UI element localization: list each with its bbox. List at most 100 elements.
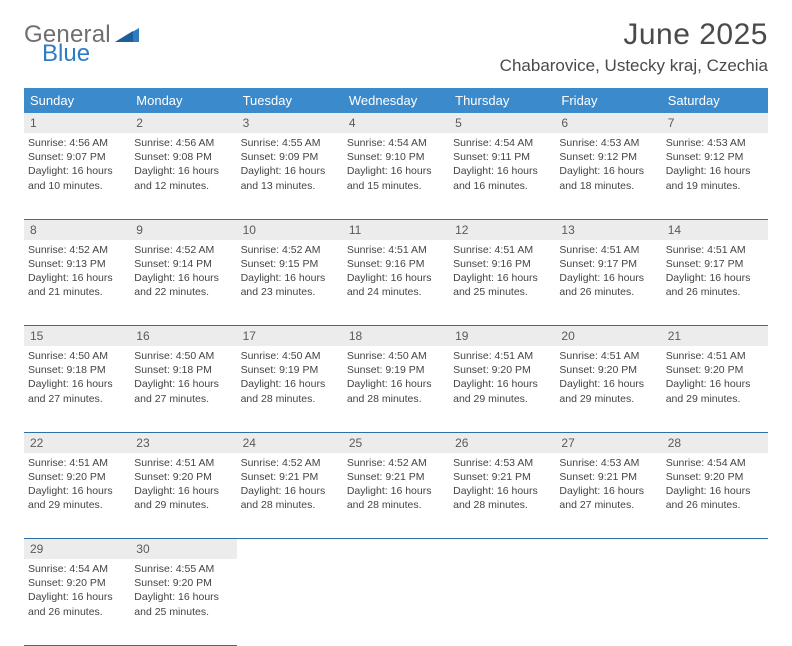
day-number-cell: 18 (343, 326, 449, 347)
day-detail-cell: Sunrise: 4:52 AMSunset: 9:15 PMDaylight:… (237, 240, 343, 326)
daylight-label: Daylight: 16 hours and 25 minutes. (134, 590, 232, 618)
weekday-header: Sunday (24, 88, 130, 113)
sunset-label: Sunset: 9:11 PM (453, 150, 551, 164)
day-detail-cell: Sunrise: 4:52 AMSunset: 9:21 PMDaylight:… (237, 453, 343, 539)
week-detail-row: Sunrise: 4:50 AMSunset: 9:18 PMDaylight:… (24, 346, 768, 432)
calendar-table: Sunday Monday Tuesday Wednesday Thursday… (24, 88, 768, 646)
sunrise-label: Sunrise: 4:51 AM (559, 243, 657, 257)
day-number-cell: 17 (237, 326, 343, 347)
day-detail: Sunrise: 4:51 AMSunset: 9:20 PMDaylight:… (28, 456, 126, 513)
day-number-cell: 22 (24, 432, 130, 453)
sunrise-label: Sunrise: 4:51 AM (347, 243, 445, 257)
weekday-header: Tuesday (237, 88, 343, 113)
day-number: 9 (136, 223, 143, 237)
day-number: 21 (668, 329, 681, 343)
day-number-cell: 8 (24, 219, 130, 240)
day-detail-cell: Sunrise: 4:51 AMSunset: 9:20 PMDaylight:… (662, 346, 768, 432)
brand-part2: Blue (42, 43, 139, 66)
day-number: 1 (30, 116, 37, 130)
daynum-row: 891011121314 (24, 219, 768, 240)
page-header: General Blue June 2025 Chabarovice, Uste… (24, 18, 768, 76)
day-number-cell: 15 (24, 326, 130, 347)
sunrise-label: Sunrise: 4:54 AM (28, 562, 126, 576)
day-detail-cell: Sunrise: 4:50 AMSunset: 9:19 PMDaylight:… (237, 346, 343, 432)
day-number-cell: 1 (24, 113, 130, 133)
day-number: 20 (561, 329, 574, 343)
title-block: June 2025 Chabarovice, Ustecky kraj, Cze… (500, 18, 768, 76)
day-detail-cell: Sunrise: 4:53 AMSunset: 9:12 PMDaylight:… (555, 133, 661, 219)
day-detail-cell: Sunrise: 4:53 AMSunset: 9:12 PMDaylight:… (662, 133, 768, 219)
sunrise-label: Sunrise: 4:51 AM (453, 349, 551, 363)
day-number-cell: 16 (130, 326, 236, 347)
day-number: 22 (30, 436, 43, 450)
sunrise-label: Sunrise: 4:51 AM (559, 349, 657, 363)
month-title: June 2025 (500, 18, 768, 52)
sunset-label: Sunset: 9:20 PM (134, 576, 232, 590)
sunset-label: Sunset: 9:18 PM (134, 363, 232, 377)
sunrise-label: Sunrise: 4:50 AM (347, 349, 445, 363)
sunrise-label: Sunrise: 4:53 AM (559, 456, 657, 470)
daylight-label: Daylight: 16 hours and 29 minutes. (28, 484, 126, 512)
sunset-label: Sunset: 9:17 PM (559, 257, 657, 271)
sunrise-label: Sunrise: 4:52 AM (28, 243, 126, 257)
sunset-label: Sunset: 9:14 PM (134, 257, 232, 271)
day-number: 30 (136, 542, 149, 556)
day-detail: Sunrise: 4:56 AMSunset: 9:08 PMDaylight:… (134, 136, 232, 193)
weekday-header: Wednesday (343, 88, 449, 113)
day-number: 8 (30, 223, 37, 237)
sunrise-label: Sunrise: 4:51 AM (28, 456, 126, 470)
day-detail-cell (237, 559, 343, 645)
day-number: 18 (349, 329, 362, 343)
sunrise-label: Sunrise: 4:53 AM (453, 456, 551, 470)
day-detail: Sunrise: 4:50 AMSunset: 9:19 PMDaylight:… (347, 349, 445, 406)
daylight-label: Daylight: 16 hours and 22 minutes. (134, 271, 232, 299)
day-number-cell: 19 (449, 326, 555, 347)
day-number-cell: 28 (662, 432, 768, 453)
day-number-cell: 29 (24, 539, 130, 560)
daynum-row: 1234567 (24, 113, 768, 133)
daylight-label: Daylight: 16 hours and 26 minutes. (28, 590, 126, 618)
day-number-cell: 14 (662, 219, 768, 240)
day-detail-cell: Sunrise: 4:54 AMSunset: 9:20 PMDaylight:… (662, 453, 768, 539)
day-detail-cell: Sunrise: 4:51 AMSunset: 9:16 PMDaylight:… (343, 240, 449, 326)
daylight-label: Daylight: 16 hours and 29 minutes. (134, 484, 232, 512)
sunset-label: Sunset: 9:16 PM (453, 257, 551, 271)
sunset-label: Sunset: 9:10 PM (347, 150, 445, 164)
daylight-label: Daylight: 16 hours and 16 minutes. (453, 164, 551, 192)
sunset-label: Sunset: 9:12 PM (666, 150, 764, 164)
sunset-label: Sunset: 9:15 PM (241, 257, 339, 271)
day-detail-cell: Sunrise: 4:52 AMSunset: 9:21 PMDaylight:… (343, 453, 449, 539)
day-number: 13 (561, 223, 574, 237)
day-number-cell (237, 539, 343, 560)
week-detail-row: Sunrise: 4:56 AMSunset: 9:07 PMDaylight:… (24, 133, 768, 219)
day-detail-cell (555, 559, 661, 645)
day-number-cell: 12 (449, 219, 555, 240)
calendar-page: General Blue June 2025 Chabarovice, Uste… (0, 0, 792, 612)
day-number-cell: 21 (662, 326, 768, 347)
daylight-label: Daylight: 16 hours and 24 minutes. (347, 271, 445, 299)
day-number-cell: 27 (555, 432, 661, 453)
day-number: 5 (455, 116, 462, 130)
sunset-label: Sunset: 9:20 PM (559, 363, 657, 377)
sunrise-label: Sunrise: 4:55 AM (134, 562, 232, 576)
day-detail-cell: Sunrise: 4:51 AMSunset: 9:20 PMDaylight:… (555, 346, 661, 432)
day-number: 14 (668, 223, 681, 237)
sunset-label: Sunset: 9:07 PM (28, 150, 126, 164)
day-detail: Sunrise: 4:51 AMSunset: 9:20 PMDaylight:… (559, 349, 657, 406)
day-detail: Sunrise: 4:52 AMSunset: 9:15 PMDaylight:… (241, 243, 339, 300)
week-detail-row: Sunrise: 4:51 AMSunset: 9:20 PMDaylight:… (24, 453, 768, 539)
sunset-label: Sunset: 9:20 PM (666, 363, 764, 377)
daylight-label: Daylight: 16 hours and 28 minutes. (347, 484, 445, 512)
weekday-header: Saturday (662, 88, 768, 113)
day-detail: Sunrise: 4:53 AMSunset: 9:21 PMDaylight:… (453, 456, 551, 513)
sunrise-label: Sunrise: 4:52 AM (347, 456, 445, 470)
daylight-label: Daylight: 16 hours and 19 minutes. (666, 164, 764, 192)
day-number-cell: 7 (662, 113, 768, 133)
day-number-cell: 11 (343, 219, 449, 240)
day-detail: Sunrise: 4:50 AMSunset: 9:19 PMDaylight:… (241, 349, 339, 406)
daylight-label: Daylight: 16 hours and 28 minutes. (241, 484, 339, 512)
day-detail-cell: Sunrise: 4:50 AMSunset: 9:18 PMDaylight:… (130, 346, 236, 432)
daylight-label: Daylight: 16 hours and 26 minutes. (666, 271, 764, 299)
day-number-cell: 2 (130, 113, 236, 133)
sunrise-label: Sunrise: 4:52 AM (241, 456, 339, 470)
